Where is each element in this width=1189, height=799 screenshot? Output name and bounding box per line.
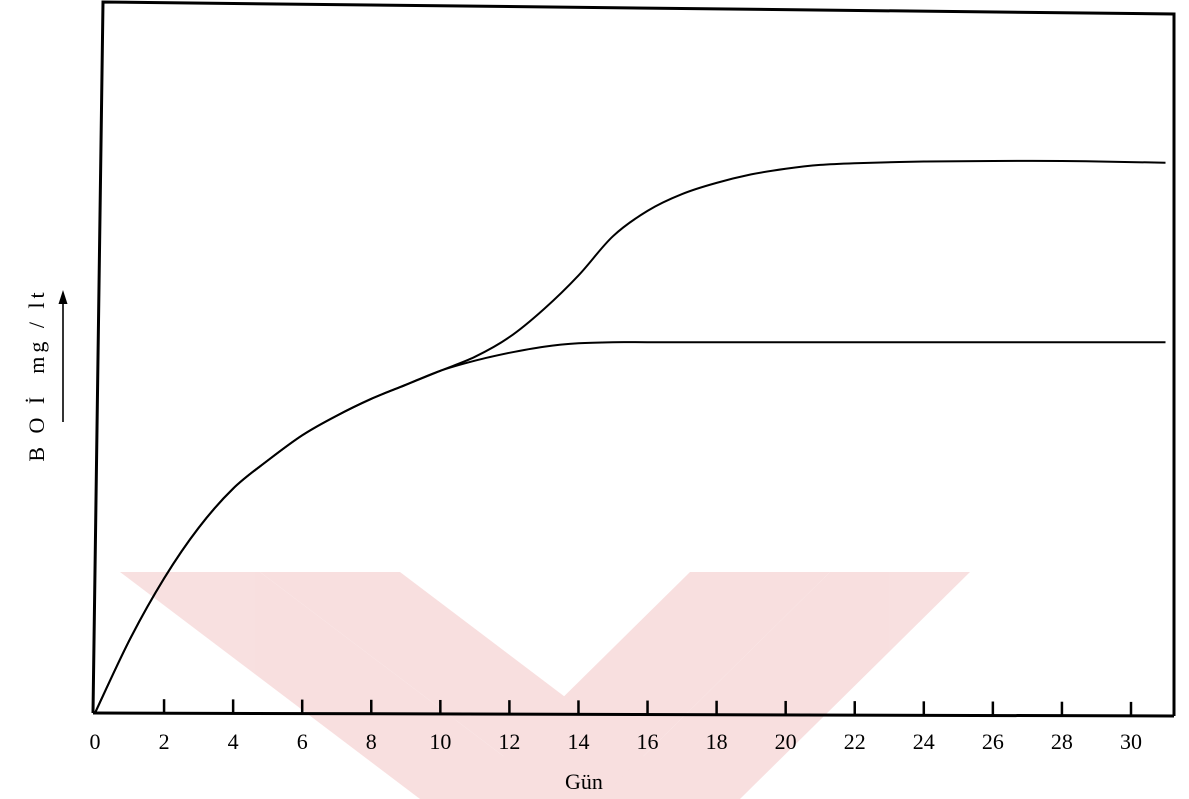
watermark-stroke-1: [120, 572, 560, 799]
x-tick-label-16: 16: [637, 729, 659, 754]
x-axis-ticks: [162, 699, 1133, 716]
series-line-2: [94, 159, 1166, 714]
x-tick-label-18: 18: [706, 729, 728, 754]
x-tick-label-0: 0: [90, 729, 101, 754]
x-axis-tick-labels: 0 2 4 6 8 10 12 14 16 18 20 22 24 26 28 30: [90, 729, 1143, 754]
x-axis-line: [92, 711, 1175, 718]
x-tick-label-30: 30: [1120, 729, 1142, 754]
plot-frame: [91, 0, 1176, 716]
x-tick-label-22: 22: [844, 729, 866, 754]
x-tick-label-2: 2: [159, 729, 170, 754]
x-tick-label-4: 4: [228, 729, 239, 754]
y-axis-title: B O İ mg / lt: [24, 288, 49, 461]
x-tick-label-26: 26: [982, 729, 1004, 754]
x-tick-label-10: 10: [429, 729, 451, 754]
watermark-stroke-3: [460, 572, 830, 799]
x-axis-title: Gün: [565, 769, 603, 794]
watermark-stroke-4: [600, 572, 970, 799]
x-tick-label-14: 14: [567, 729, 589, 754]
y-axis-arrow-icon: [58, 290, 68, 422]
data-series: [94, 159, 1166, 714]
watermark-logo: [120, 572, 970, 799]
y-axis-title-group: B O İ mg / lt: [24, 288, 49, 461]
x-tick-label-12: 12: [498, 729, 520, 754]
x-tick-label-8: 8: [366, 729, 377, 754]
x-tick-label-24: 24: [913, 729, 935, 754]
x-tick-label-20: 20: [775, 729, 797, 754]
x-tick-label-6: 6: [297, 729, 308, 754]
x-tick-label-28: 28: [1051, 729, 1073, 754]
